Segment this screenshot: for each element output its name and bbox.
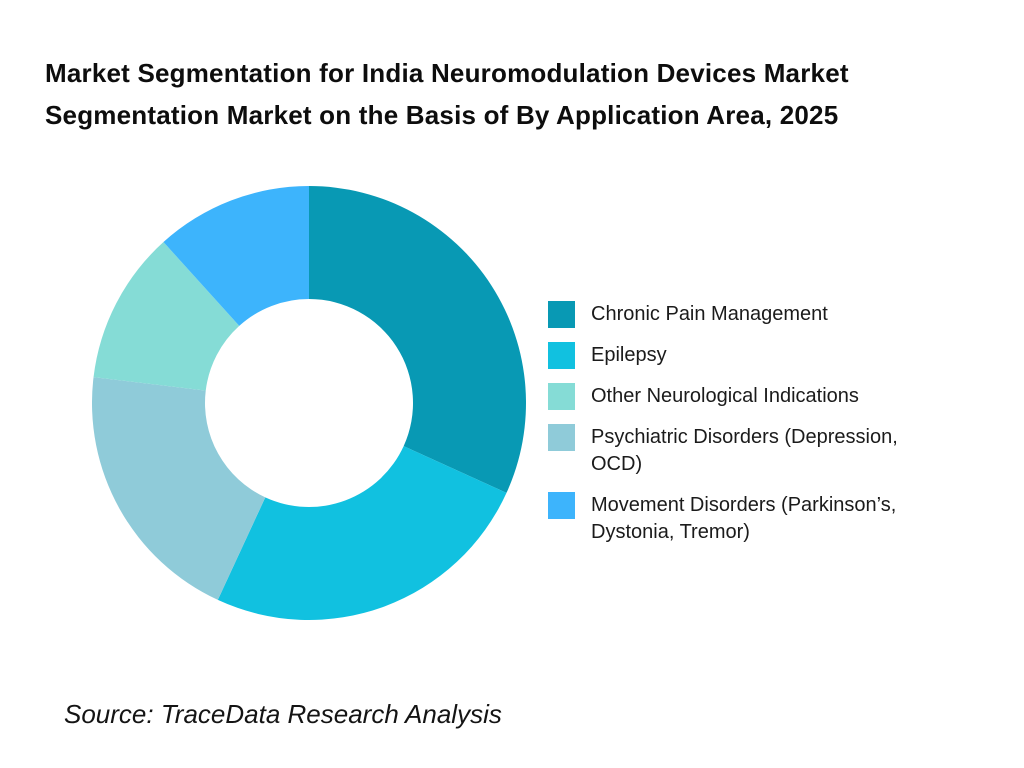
legend-item-epilepsy: Epilepsy [548, 342, 1000, 369]
donut-slice-2 [92, 377, 266, 600]
donut-slice-0 [309, 186, 526, 493]
donut-slice-4 [163, 186, 309, 326]
legend-item-psychiatric-disorders: Psychiatric Disorders (Depression, OCD) [548, 424, 1000, 478]
donut-chart [92, 186, 526, 620]
source-note: Source: TraceData Research Analysis [64, 699, 502, 729]
legend-label-movement-disorders: Movement Disorders (Parkinson’s, Dystoni… [591, 494, 897, 543]
legend-item-chronic-pain: Chronic Pain Management [548, 301, 1000, 328]
legend-swatch-psychiatric-disorders [548, 424, 575, 451]
legend-swatch-movement-disorders [548, 492, 575, 519]
legend-swatch-chronic-pain [548, 301, 575, 328]
donut-slice-3 [93, 242, 240, 391]
legend-label-psychiatric-disorders: Psychiatric Disorders (Depression, OCD) [591, 426, 898, 475]
legend-label-epilepsy: Epilepsy [591, 344, 667, 366]
donut-slice-1 [217, 446, 507, 620]
legend-label-chronic-pain: Chronic Pain Management [591, 303, 828, 325]
legend-label-other-neurological: Other Neurological Indications [591, 385, 859, 407]
legend-swatch-epilepsy [548, 342, 575, 369]
legend-item-other-neurological: Other Neurological Indications [548, 383, 1000, 410]
chart-legend: Chronic Pain Management Epilepsy Other N… [548, 301, 1000, 546]
legend-swatch-other-neurological [548, 383, 575, 410]
legend-item-movement-disorders: Movement Disorders (Parkinson’s, Dystoni… [548, 492, 1000, 546]
page-title: Market Segmentation for India Neuromodul… [45, 58, 849, 130]
donut-chart-area [92, 186, 526, 620]
